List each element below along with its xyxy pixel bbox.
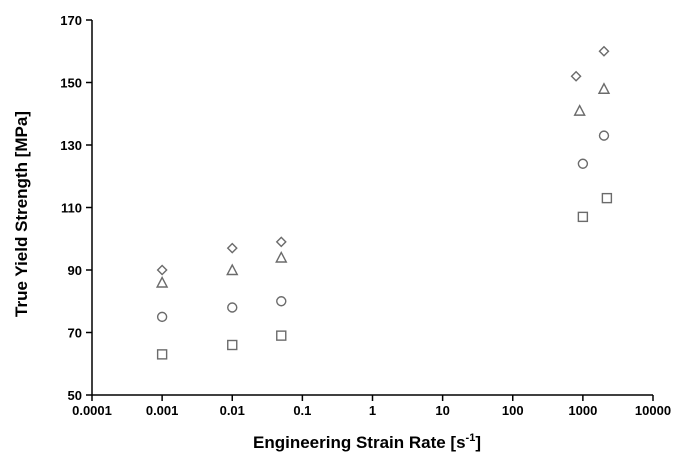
data-point-square: [601, 192, 613, 204]
x-tick-label: 1: [369, 403, 376, 418]
x-tick-label: 0.001: [146, 403, 179, 418]
y-tick-label: 170: [60, 13, 82, 28]
data-point-circle: [577, 158, 589, 169]
data-point-square: [227, 339, 238, 351]
x-tick-label: 100: [502, 403, 524, 418]
markers-layer: [155, 45, 613, 360]
x-axis-title: Engineering Strain Rate [s-1]: [253, 432, 481, 452]
y-tick-label: 150: [60, 76, 82, 91]
x-tick-label: 0.0001: [72, 403, 112, 418]
data-point-diamond: [226, 242, 238, 254]
data-point-square: [577, 211, 589, 223]
y-tick-label: 70: [68, 326, 82, 341]
x-axis-title-sup: -1: [466, 432, 476, 444]
data-point-triangle: [597, 82, 611, 94]
data-point-triangle: [155, 275, 169, 288]
data-point-diamond: [598, 45, 610, 57]
data-point-circle: [276, 296, 287, 307]
data-point-circle: [227, 302, 238, 313]
y-tick-label: 50: [68, 388, 82, 403]
x-tick-label: 10000: [635, 403, 671, 418]
data-point-diamond: [156, 264, 168, 276]
data-point-square: [156, 349, 168, 360]
y-tick-label: 130: [60, 138, 82, 153]
y-tick-label: 90: [68, 263, 82, 278]
data-point-diamond: [275, 236, 287, 248]
data-point-diamond: [570, 70, 582, 82]
data-point-triangle: [275, 250, 288, 263]
x-tick-label: 10: [435, 403, 449, 418]
x-tick-label: 0.1: [293, 403, 311, 418]
data-point-circle: [598, 130, 610, 141]
tick-labels-layer: 0.0001 0.001 0.01 0.1 1 10 100 1000 100005070901…: [60, 13, 671, 418]
x-tick-label: 0.01: [220, 403, 245, 418]
y-axis-title: True Yield Strength [MPa]: [12, 111, 31, 317]
x-tick-label: 1000: [568, 403, 597, 418]
y-tick-label: 110: [61, 201, 82, 216]
ticks-layer: [86, 19, 654, 401]
x-axis-title-end: ]: [475, 433, 481, 452]
data-point-triangle: [573, 104, 586, 116]
data-point-triangle: [226, 263, 239, 276]
data-point-circle: [156, 311, 168, 323]
data-point-square: [276, 330, 287, 341]
x-axis-title-main: Engineering Strain Rate [s: [253, 433, 466, 452]
